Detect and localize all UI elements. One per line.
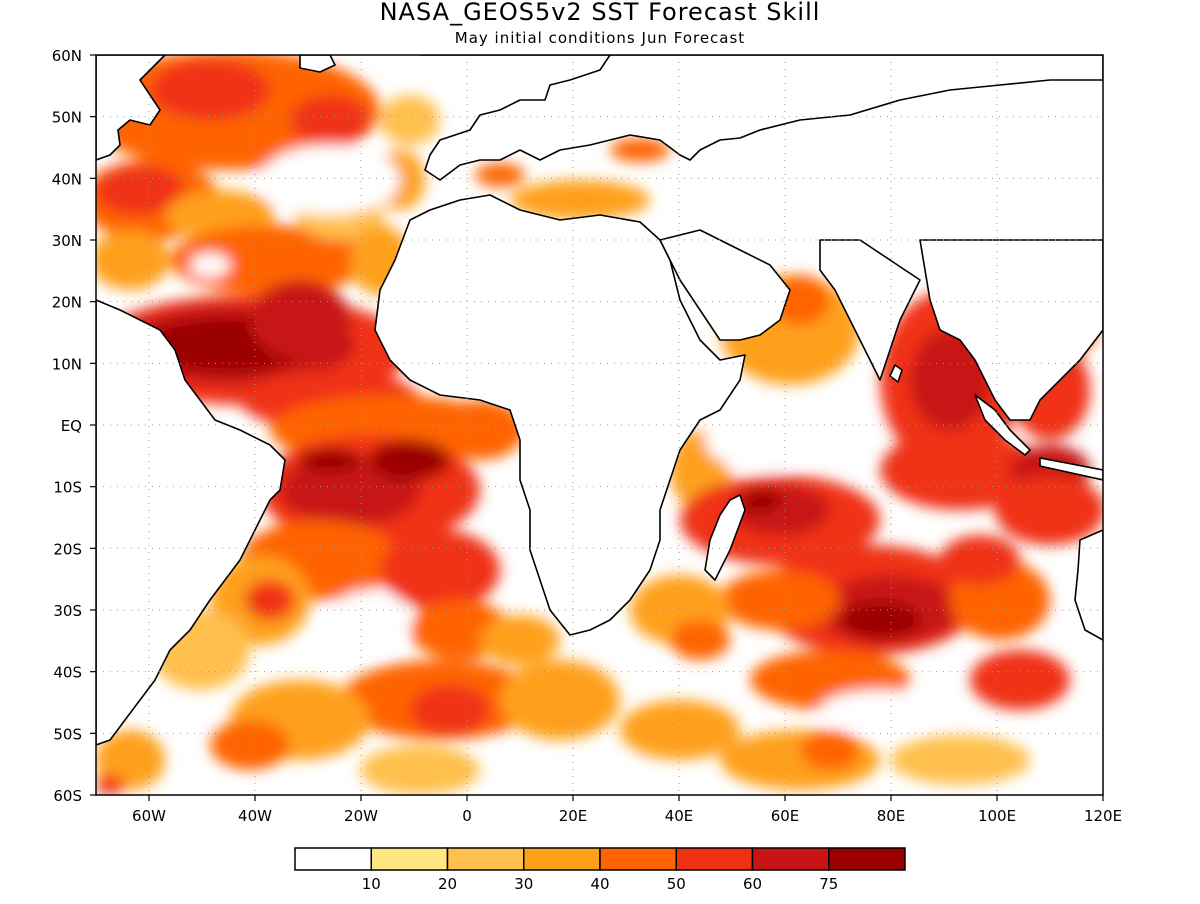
lat-tick-label: 30N bbox=[52, 232, 82, 250]
lon-tick-label: 100E bbox=[978, 807, 1016, 825]
grid-lines bbox=[96, 55, 1103, 795]
latitude-axis: 60N 50N 40N 30N 20N 10N EQ 10S 20S 30S 40S 50S 60S bbox=[52, 47, 96, 805]
colorbar-label: 75 bbox=[819, 875, 838, 893]
lat-tick-label: 50N bbox=[52, 109, 82, 127]
lon-tick-label: 40W bbox=[238, 807, 272, 825]
sri-lanka bbox=[889, 364, 903, 383]
madagascar bbox=[704, 494, 746, 581]
lat-tick-label: 20N bbox=[52, 294, 82, 312]
indian-subcontinent bbox=[819, 239, 921, 381]
lon-tick-label: 0 bbox=[462, 807, 472, 825]
lon-tick-label: 80E bbox=[877, 807, 906, 825]
southeast-asia bbox=[919, 239, 1103, 421]
colorbar-label: 50 bbox=[667, 875, 686, 893]
colorbar-label: 60 bbox=[743, 875, 762, 893]
colorbar-label: 30 bbox=[514, 875, 533, 893]
lon-tick-label: 60W bbox=[132, 807, 166, 825]
colorbar-label: 10 bbox=[362, 875, 381, 893]
chart-title: NASA_GEOS5v2 SST Forecast Skill bbox=[379, 0, 821, 26]
longitude-axis: 60W 40W 20W 0 20E 40E 60E 80E 100E 120E bbox=[132, 795, 1122, 825]
colorbar-swatch bbox=[675, 847, 754, 871]
colorbar: 10 20 30 40 50 60 75 bbox=[294, 847, 906, 893]
java bbox=[1039, 457, 1103, 481]
south-america bbox=[96, 299, 286, 746]
lat-tick-label: 50S bbox=[53, 725, 82, 743]
land-layer bbox=[96, 55, 1103, 746]
colorbar-label: 40 bbox=[590, 875, 609, 893]
lon-tick-label: 60E bbox=[771, 807, 800, 825]
colorbar-swatch bbox=[446, 847, 525, 871]
iceland bbox=[299, 55, 336, 73]
australia bbox=[1074, 529, 1103, 641]
lat-tick-label: 60N bbox=[52, 47, 82, 65]
colorbar-label: 20 bbox=[438, 875, 457, 893]
lat-tick-label: 10S bbox=[53, 479, 82, 497]
lon-tick-label: 120E bbox=[1084, 807, 1122, 825]
lat-tick-label: 60S bbox=[53, 787, 82, 805]
lat-tick-label: 40N bbox=[52, 170, 82, 188]
colorbar-swatch bbox=[294, 847, 372, 871]
arabian-peninsula bbox=[659, 229, 791, 341]
colorbar-swatch bbox=[828, 847, 906, 871]
lon-tick-label: 40E bbox=[665, 807, 694, 825]
north-america bbox=[96, 55, 166, 161]
lon-tick-label: 20E bbox=[559, 807, 588, 825]
lat-tick-label: 20S bbox=[53, 540, 82, 558]
colorbar-swatch bbox=[599, 847, 677, 871]
colorbar-swatch bbox=[370, 847, 449, 871]
lat-tick-label: 30S bbox=[53, 602, 82, 620]
colorbar-swatch bbox=[751, 847, 830, 871]
chart-subtitle: May initial conditions Jun Forecast bbox=[454, 29, 746, 47]
colorbar-swatch bbox=[523, 847, 601, 871]
europe bbox=[419, 55, 1103, 181]
lat-tick-label: 10N bbox=[52, 355, 82, 373]
sumatra bbox=[974, 394, 1031, 456]
lon-tick-label: 20W bbox=[344, 807, 378, 825]
lat-tick-label: 40S bbox=[53, 664, 82, 682]
lat-tick-label: EQ bbox=[61, 417, 82, 435]
